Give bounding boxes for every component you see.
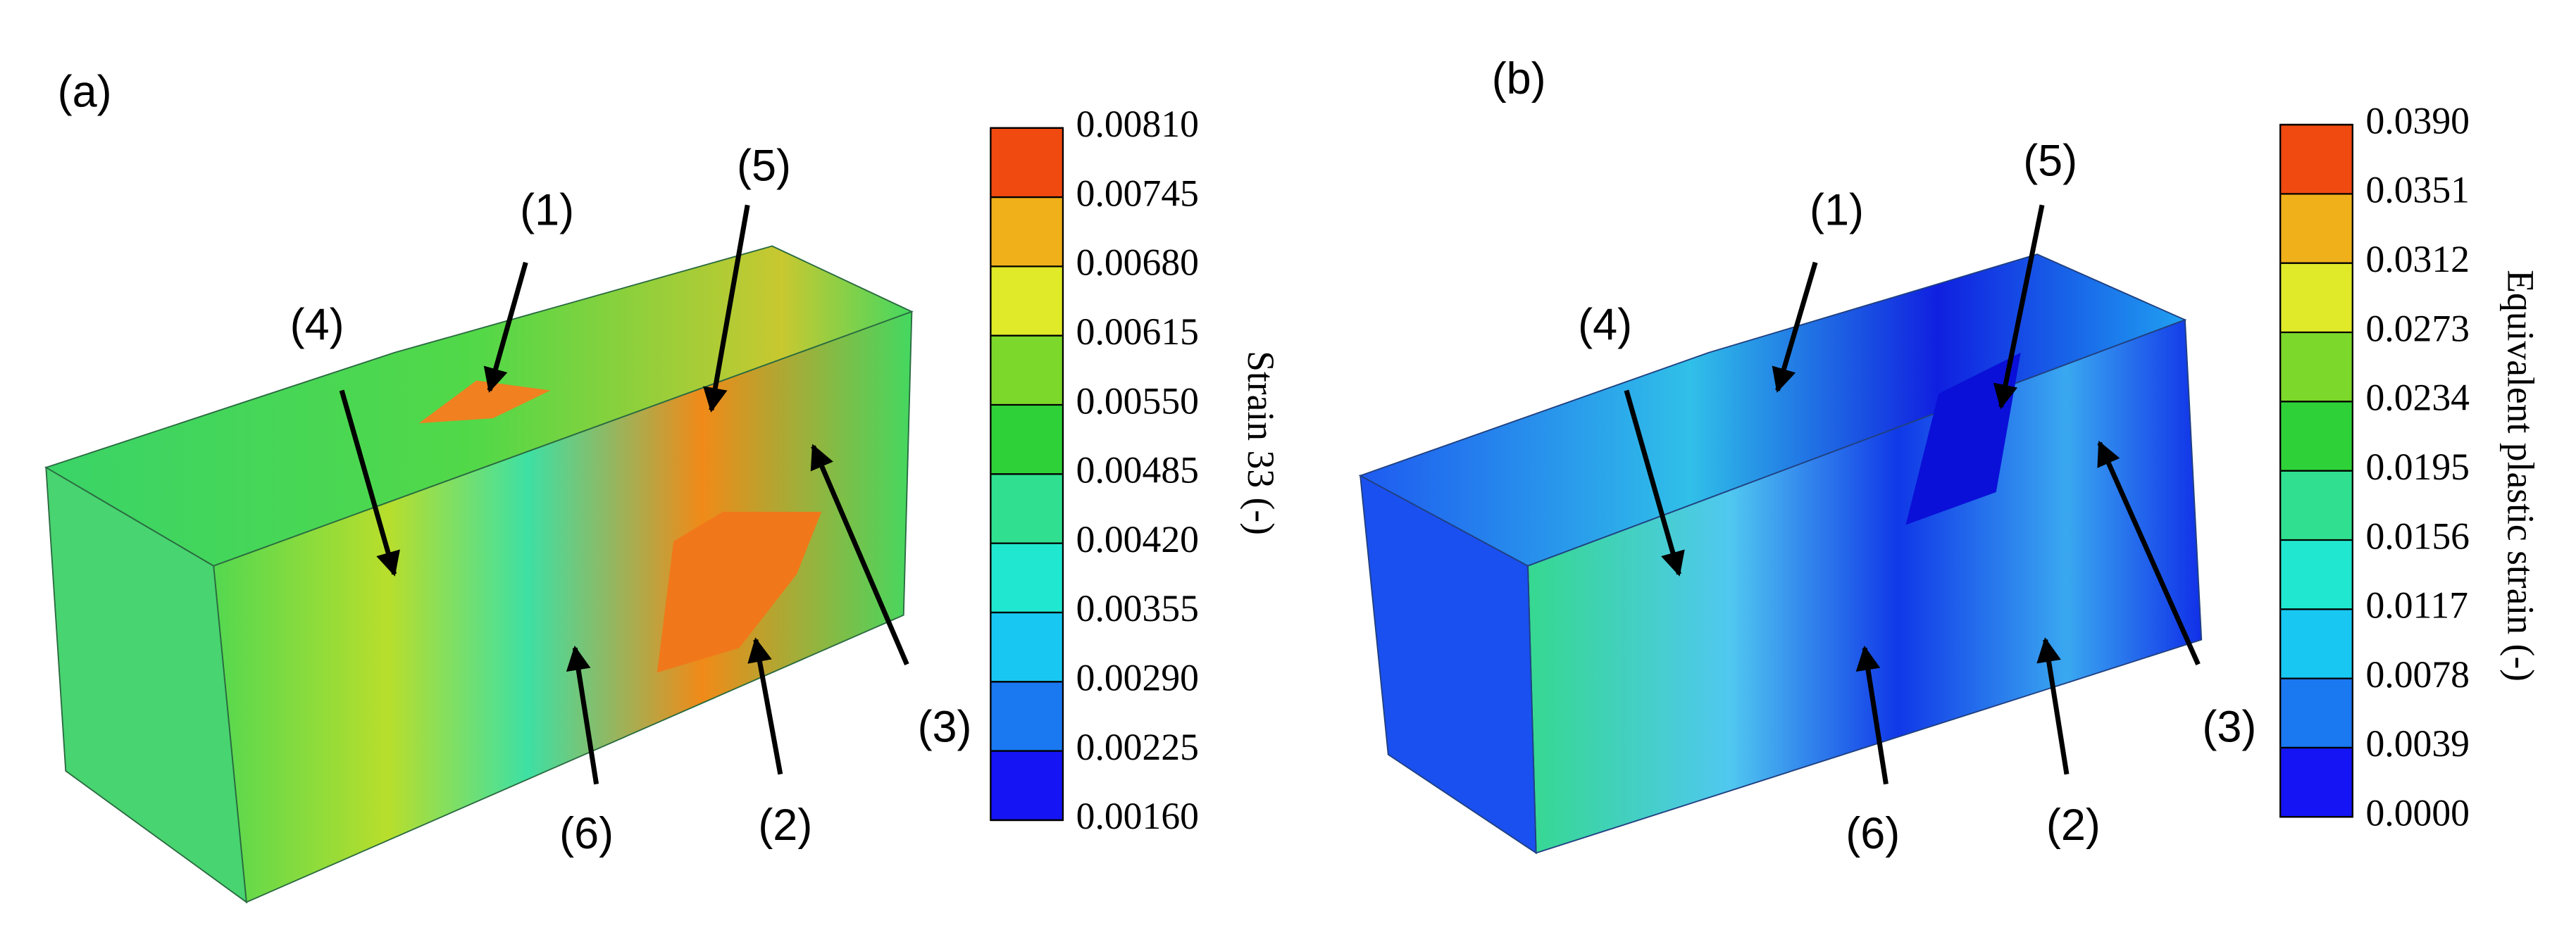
arrow [566,645,599,785]
colorbar-tick-label: 0.00420 [1076,518,1199,560]
arrow [703,204,750,413]
colorbar-band [990,405,1063,475]
colorbar-tick-label: 0.00745 [1076,172,1199,214]
colorbar-tick-label: 0.0156 [2365,515,2470,557]
arrow [1855,645,1889,785]
arrow [1993,204,2045,410]
colorbar-band [990,474,1063,544]
colorbar-band [2280,678,2353,748]
panel-label: (b) [1492,54,1546,103]
colorbar-band [2280,125,2353,195]
annotation: (5) [2023,137,2077,186]
colorbar-band [2280,263,2353,333]
colorbar-tick-label: 0.0390 [2365,99,2470,142]
colorbar-tick-label: 0.00225 [1076,726,1199,768]
colorbar-band [2280,401,2353,472]
model-a [44,245,914,904]
colorbar-tick-label: 0.00810 [1076,103,1199,145]
arrow [747,637,783,775]
annotation: (6) [559,809,614,858]
arrow [1772,261,1818,393]
colorbar-tick-label: 0.0039 [2365,722,2470,765]
colorbar-band [990,335,1063,406]
annotation: (3) [2202,702,2256,751]
colorbar-band [990,197,1063,268]
colorbar-tick-label: 0.0312 [2365,238,2470,280]
colorbar-band [2280,609,2353,679]
colorbar-tick-label: 0.0234 [2365,377,2470,419]
colorbar-band [990,266,1063,337]
colorbar-tick-label: 0.0117 [2365,584,2468,627]
colorbar-band [2280,332,2353,403]
colorbar-tick-label: 0.0273 [2365,307,2470,349]
annotation: (2) [758,801,812,850]
arrow [2097,440,2201,665]
colorbar-band [990,751,1063,821]
annotation: (4) [290,301,344,350]
colorbar-tick-label: 0.00160 [1076,795,1199,837]
colorbar-tick-label: 0.00550 [1076,379,1199,422]
colorbar-tick-label: 0.0195 [2365,446,2470,488]
colorbar-tick-label: 0.0000 [2365,792,2470,834]
colorbar-band [2280,747,2353,817]
arrow [339,389,400,577]
arrow [1624,389,1685,577]
colorbar-tick-label: 0.00355 [1076,587,1199,629]
colorbar-band [2280,539,2353,610]
annotation: (3) [918,702,972,751]
annotation: (1) [520,186,574,235]
annotation: (5) [737,142,791,191]
model-b [1358,253,2203,855]
arrow [483,261,528,393]
colorbar-band [990,682,1063,752]
colorbar-band [990,612,1063,682]
colorbar-tick-label: 0.0351 [2365,169,2470,211]
annotation: (1) [1810,186,1864,235]
panel-label: (a) [58,68,112,117]
colorbar-title: Equivalent plastic strain (-) [2500,270,2542,682]
colorbar-tick-label: 0.00485 [1076,449,1199,491]
arrow [810,444,909,665]
annotation: (4) [1578,301,1632,350]
colorbar-band [990,543,1063,613]
colorbar-tick-label: 0.0078 [2365,653,2470,696]
colorbar-band [2280,194,2353,264]
colorbar-title: Strain 33 (-) [1240,351,1282,535]
annotation: (6) [1846,809,1900,858]
colorbar-tick-label: 0.00290 [1076,657,1199,699]
colorbar-band [990,127,1063,198]
arrow [2036,637,2070,775]
colorbar-tick-label: 0.00680 [1076,241,1199,284]
colorbar-tick-label: 0.00615 [1076,310,1199,353]
annotation: (2) [2046,801,2101,850]
colorbar-band [2280,470,2353,541]
